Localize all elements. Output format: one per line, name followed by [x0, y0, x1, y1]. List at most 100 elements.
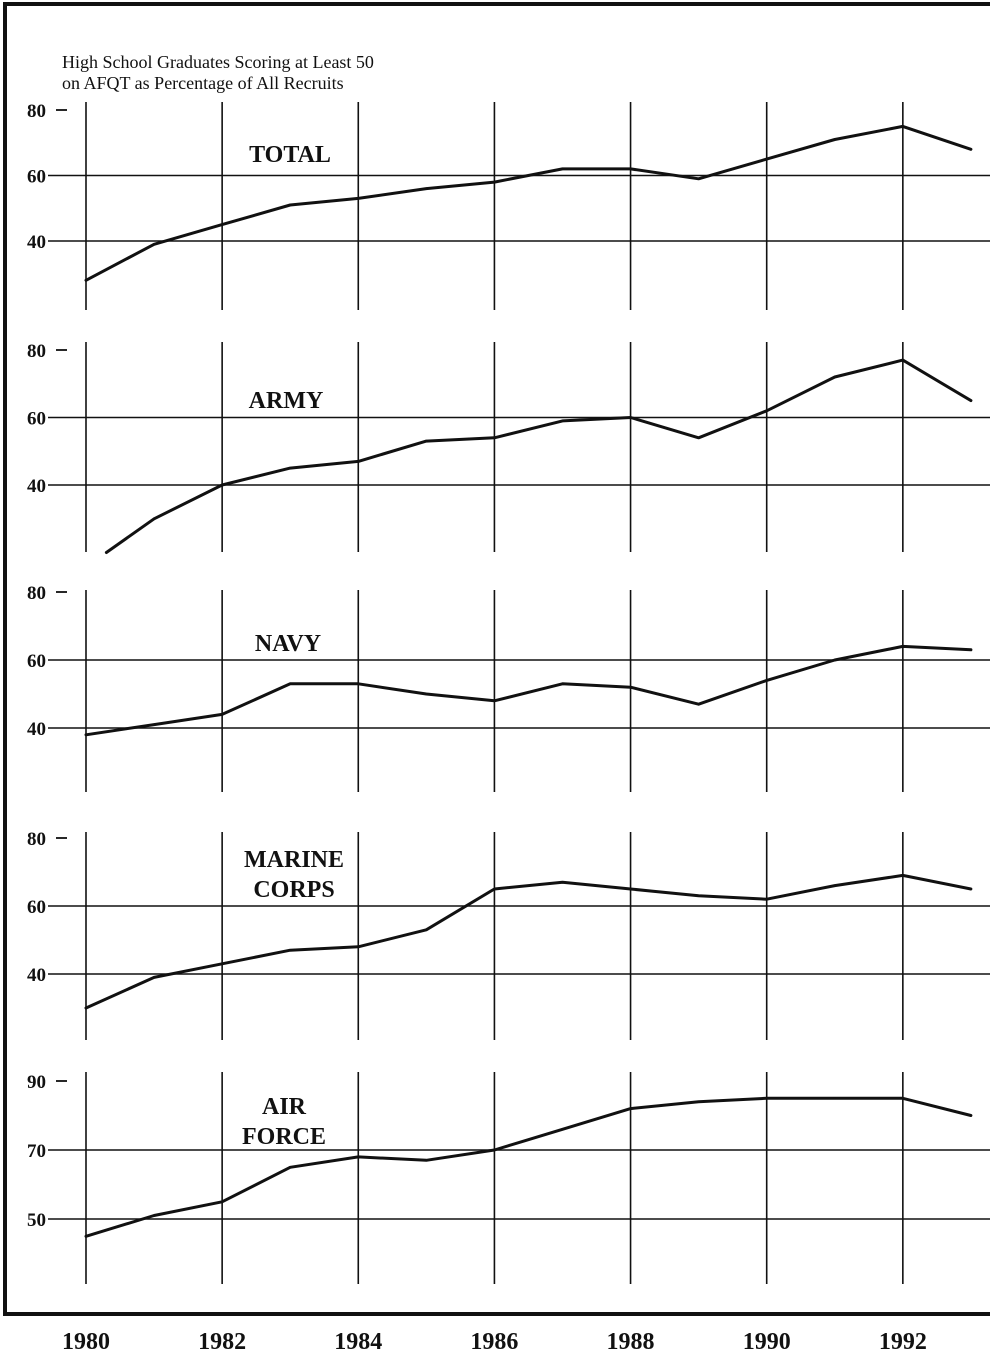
data-point — [289, 949, 292, 952]
y-tick-label: 80 — [27, 829, 46, 850]
data-point — [493, 180, 496, 184]
panel-label: FORCE — [242, 1124, 326, 1150]
data-point — [629, 167, 632, 171]
y-tick-label: 70 — [27, 1141, 46, 1162]
data-point — [697, 1100, 700, 1103]
y-tick-label: 50 — [27, 1210, 46, 1231]
x-tick-label: 1992 — [879, 1329, 927, 1355]
panel-label: CORPS — [253, 877, 334, 903]
data-point — [357, 460, 360, 463]
panel-label: AIR — [262, 1094, 307, 1120]
series-line — [84, 644, 973, 737]
y-tick-label: 40 — [27, 232, 46, 253]
data-point — [493, 699, 496, 702]
data-point — [765, 409, 768, 412]
data-point — [629, 887, 632, 891]
chart-title-line-2: on AFQT as Percentage of All Recruits — [62, 73, 344, 93]
data-point — [697, 703, 700, 706]
data-point — [901, 874, 905, 877]
data-point — [425, 1159, 428, 1162]
x-tick-label: 1990 — [743, 1329, 791, 1355]
data-point — [833, 884, 836, 887]
data-point — [561, 167, 564, 171]
y-tick-label: 60 — [27, 167, 46, 188]
data-point — [357, 945, 360, 948]
series-line — [84, 124, 973, 282]
data-point — [969, 648, 973, 651]
data-point — [152, 1214, 156, 1217]
data-point — [425, 928, 428, 931]
data-point — [765, 898, 768, 901]
y-tick-label: 60 — [27, 409, 46, 430]
data-point — [969, 1114, 973, 1117]
x-axis-labels: 1980 1982 1984 1986 1988 1990 1992 — [62, 1329, 927, 1355]
y-tick-label: 90 — [27, 1072, 46, 1093]
data-point — [84, 1235, 88, 1238]
data-point — [901, 125, 905, 128]
x-tick-label: 1982 — [198, 1329, 246, 1355]
data-point — [289, 682, 292, 685]
data-point — [84, 279, 88, 282]
chart-panels: 40 60 80 TOTAL 40 60 80 ARMY 40 60 80 NAVY 40 60 80 MAR… — [27, 101, 990, 1284]
data-point — [697, 436, 700, 439]
data-point — [357, 1155, 360, 1159]
y-tick-label: 60 — [27, 651, 46, 672]
data-point — [425, 692, 428, 696]
data-point — [833, 658, 836, 662]
data-point — [289, 203, 292, 207]
series-line — [104, 358, 973, 554]
panel-0: 40 60 80 TOTAL — [27, 101, 990, 310]
y-tick-label: 40 — [27, 965, 46, 986]
data-point — [152, 976, 156, 979]
data-point — [425, 187, 428, 190]
series-line — [84, 873, 973, 1010]
data-point — [357, 682, 360, 685]
data-point — [493, 1148, 496, 1152]
data-point — [152, 517, 156, 520]
panel-4: 50 70 90 AIR FORCE — [27, 1072, 990, 1284]
panel-label: ARMY — [249, 388, 324, 414]
data-point — [357, 197, 360, 200]
data-point — [220, 962, 224, 965]
y-tick-label: 80 — [27, 341, 46, 362]
data-point — [969, 399, 973, 402]
data-point — [765, 679, 768, 682]
series-line — [84, 1096, 973, 1238]
chart-frame — [3, 2, 990, 1316]
y-tick-label: 80 — [27, 583, 46, 604]
data-point — [152, 723, 156, 726]
data-point — [493, 887, 496, 891]
data-point — [105, 551, 108, 554]
data-point — [84, 733, 88, 736]
data-point — [152, 243, 156, 246]
data-point — [84, 1006, 88, 1010]
data-point — [220, 1200, 224, 1203]
data-point — [220, 483, 224, 487]
data-point — [561, 419, 564, 423]
data-point — [697, 177, 700, 180]
panel-2: 40 60 80 NAVY — [27, 583, 990, 792]
y-tick-label: 40 — [27, 719, 46, 740]
data-point — [493, 436, 496, 439]
data-point — [901, 645, 905, 648]
data-point — [969, 887, 973, 891]
data-point — [833, 375, 836, 379]
panel-3: 40 60 80 MARINE CORPS — [27, 829, 990, 1040]
x-tick-label: 1986 — [470, 1329, 518, 1355]
data-point — [629, 1107, 632, 1110]
chart-title-line-1: High School Graduates Scoring at Least 5… — [62, 52, 374, 72]
data-point — [833, 138, 836, 141]
data-point — [901, 358, 905, 362]
data-point — [561, 682, 564, 685]
data-point — [833, 1097, 836, 1100]
x-tick-label: 1984 — [334, 1329, 382, 1355]
y-tick-label: 80 — [27, 101, 46, 122]
panel-label: NAVY — [255, 631, 321, 657]
x-tick-label: 1988 — [607, 1329, 655, 1355]
data-point — [969, 148, 973, 151]
data-point — [561, 881, 564, 884]
data-point — [629, 416, 632, 419]
x-tick-label: 1980 — [62, 1329, 110, 1355]
panel-1: 40 60 80 ARMY — [27, 341, 990, 554]
